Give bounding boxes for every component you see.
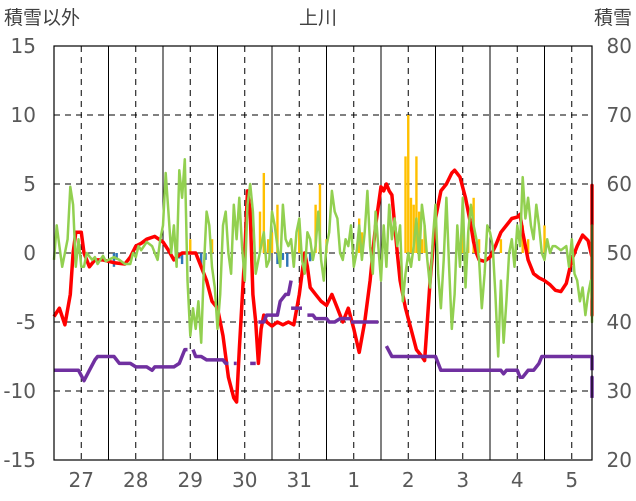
precip-bar [281, 253, 285, 260]
series-line-temperature [52, 168, 594, 404]
precip-bar [499, 239, 503, 253]
precip-bar [526, 239, 530, 253]
precip-bar [276, 253, 279, 265]
precip-bar [420, 239, 424, 253]
precip-bar [266, 239, 270, 253]
left-tick-label: -15 [3, 448, 36, 472]
right-tick-label: 50 [607, 241, 632, 265]
precip-bar [412, 204, 415, 253]
right-tick-label: 70 [607, 103, 632, 127]
left-tick-label: -10 [3, 379, 36, 403]
precip-bar [318, 184, 322, 253]
precip-bar [407, 115, 410, 253]
x-tick-label: 27 [69, 468, 94, 492]
precip-bar [543, 225, 546, 253]
right-tick-label: 20 [607, 448, 632, 472]
precip-bar [210, 239, 214, 253]
x-tick-label: 31 [287, 468, 312, 492]
precip-bar [115, 253, 118, 260]
left-tick-label: 5 [23, 172, 36, 196]
series-line-snow-depth [384, 345, 594, 379]
precip-bar [112, 253, 116, 267]
x-tick-label: 30 [232, 468, 257, 492]
x-tick-label: 1 [347, 468, 360, 492]
x-tick-label: 2 [402, 468, 415, 492]
precip-bar [415, 156, 418, 253]
precip-bar [477, 239, 481, 253]
precip-bar [286, 253, 289, 267]
series-lines [52, 157, 594, 404]
left-tick-label: 10 [11, 103, 36, 127]
right-tick-label: 80 [607, 34, 632, 58]
precip-bar [314, 204, 317, 253]
precip-bar [417, 211, 421, 253]
precip-bar [270, 232, 274, 253]
right-axis-title: 積雪 [594, 7, 632, 29]
precip-bar [298, 225, 301, 253]
x-tick-label: 5 [565, 468, 578, 492]
precip-bar [199, 253, 203, 267]
precip-bar [276, 204, 279, 253]
left-tick-label: 0 [23, 241, 36, 265]
x-tick-label: 29 [178, 468, 203, 492]
x-tick-label: 3 [456, 468, 469, 492]
series-line-snow-depth [258, 280, 293, 324]
left-axis-title: 積雪以外 [4, 7, 80, 29]
plot-frame [53, 45, 593, 461]
series-line-snow-depth [307, 313, 351, 324]
right-tick-label: 60 [607, 172, 632, 196]
right-tick-label: 30 [607, 379, 632, 403]
series-line-wind [52, 157, 594, 358]
precip-bar [180, 253, 184, 265]
left-tick-label: 15 [11, 34, 36, 58]
precip-bar [404, 156, 407, 253]
chart-title: 上川 [299, 7, 337, 29]
precip-bar [308, 253, 312, 262]
precip-bar [360, 232, 364, 253]
x-tick-label: 4 [511, 468, 524, 492]
precip-bar [189, 239, 192, 253]
precip-bar [258, 211, 262, 253]
right-tick-label: 40 [607, 310, 632, 334]
precip-bar [262, 172, 266, 253]
series-line-snow-depth [191, 348, 229, 366]
left-tick-label: -5 [16, 310, 36, 334]
x-tick-label: 28 [123, 468, 148, 492]
precip-bar [409, 197, 413, 253]
series-line-snow-depth [54, 347, 188, 383]
